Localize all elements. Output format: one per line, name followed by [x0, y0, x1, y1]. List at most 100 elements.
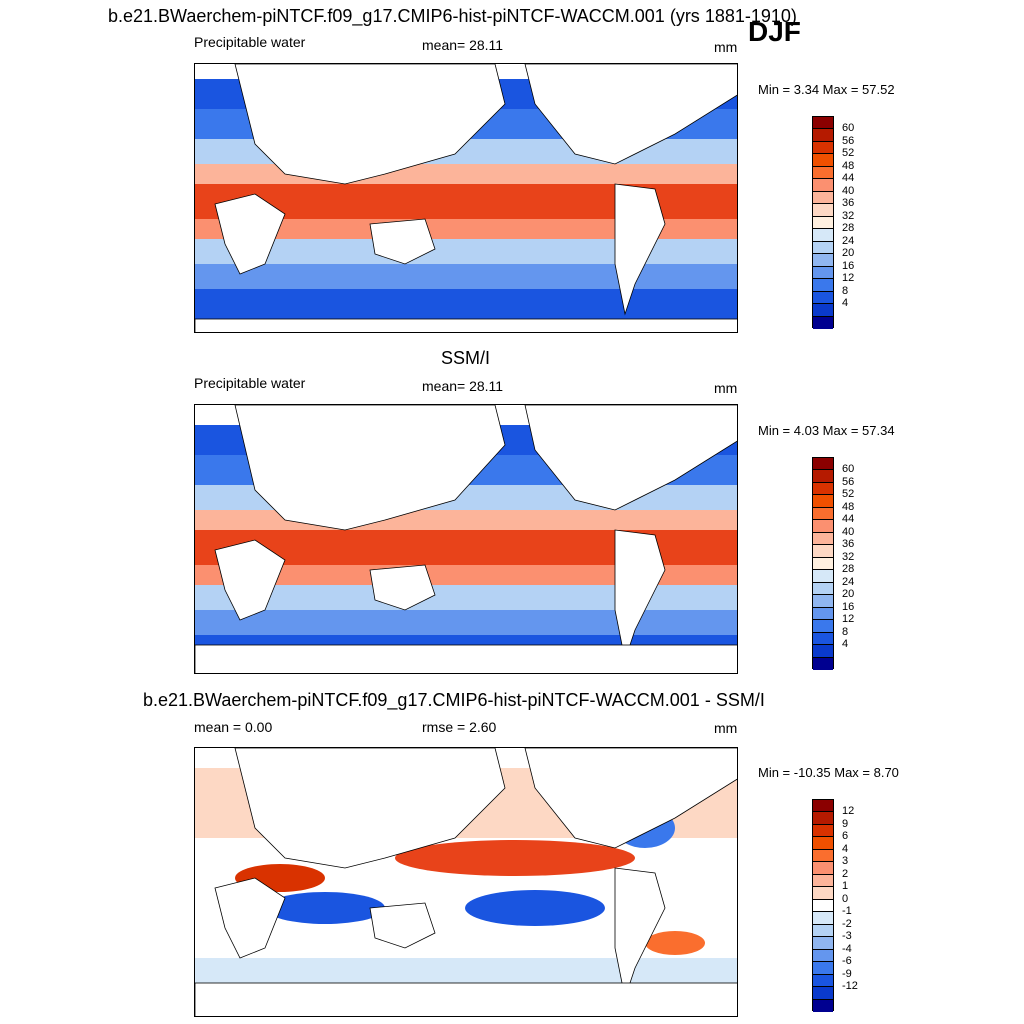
colorbar-swatch: [813, 849, 833, 863]
landmass: [524, 748, 737, 849]
landmass: [214, 539, 286, 621]
anomaly: [645, 931, 705, 955]
colorbar-tick-label: 28: [842, 563, 855, 576]
panel2-colorbar: [812, 457, 834, 670]
panel3-minmax: Min = -10.35 Max = 8.70: [758, 765, 899, 780]
panel1-units-label: mm: [714, 39, 738, 55]
colorbar-tick-label: 9: [842, 817, 849, 830]
panel1-field: [195, 64, 737, 332]
colorbar-tick-label: 48: [842, 159, 855, 172]
colorbar-tick-label: 52: [842, 488, 855, 501]
band: [195, 585, 737, 610]
colorbar-swatch: [813, 837, 833, 850]
band: [195, 219, 737, 239]
colorbar-swatch: [813, 800, 833, 813]
colorbar-tick-label: 16: [842, 600, 855, 613]
landmass: [234, 748, 506, 869]
anomaly: [395, 840, 635, 876]
colorbar-swatch: [813, 924, 833, 938]
landmass: [195, 318, 737, 332]
colorbar-swatch: [813, 824, 833, 838]
colorbar-swatch: [813, 229, 833, 242]
colorbar-swatch: [813, 470, 833, 483]
colorbar-tick-label: 1: [842, 880, 849, 893]
season-label: DJF: [748, 16, 801, 47]
colorbar-tick-label: 40: [842, 525, 855, 538]
landmass: [214, 193, 286, 275]
colorbar-swatch: [813, 204, 833, 217]
colorbar-tick-label: 52: [842, 147, 855, 160]
panel2-mean-label: mean= 28.11: [422, 378, 504, 394]
band: [195, 239, 737, 264]
panel3-units-label: mm: [714, 720, 738, 736]
colorbar-tick-label: 56: [842, 134, 855, 147]
colorbar-swatch: [813, 266, 833, 280]
colorbar-swatch: [813, 129, 833, 142]
colorbar-tick-label: 44: [842, 172, 855, 185]
colorbar-tick-label: 44: [842, 513, 855, 526]
panel3-colorbar: [812, 799, 834, 1012]
panel1-minmax: Min = 3.34 Max = 57.52: [758, 82, 895, 97]
colorbar-tick-label: 32: [842, 550, 855, 563]
colorbar-swatch: [813, 632, 833, 646]
colorbar-swatch: [813, 520, 833, 533]
anomaly: [465, 890, 605, 926]
colorbar-tick-label: 36: [842, 197, 855, 210]
colorbar-swatch: [813, 570, 833, 583]
colorbar-tick-label: -2: [842, 917, 852, 930]
colorbar-tick-label: 20: [842, 588, 855, 601]
band: [195, 635, 737, 645]
colorbar-tick-label: 40: [842, 184, 855, 197]
colorbar-tick-label: -1: [842, 905, 852, 918]
panel2-field: [195, 405, 737, 673]
colorbar-tick-label: -6: [842, 955, 852, 968]
colorbar-swatch: [813, 279, 833, 292]
band: [195, 958, 737, 983]
colorbar-tick-label: 8: [842, 625, 849, 638]
landmass: [195, 982, 737, 1016]
colorbar-swatch: [813, 166, 833, 180]
colorbar-swatch: [813, 595, 833, 608]
landmass: [369, 218, 436, 265]
colorbar-swatch: [813, 495, 833, 508]
colorbar-tick-label: 24: [842, 234, 855, 247]
colorbar-swatch: [813, 291, 833, 305]
colorbar-tick-label: 3: [842, 855, 849, 868]
band: [195, 610, 737, 635]
colorbar-tick-label: 48: [842, 500, 855, 513]
band: [195, 510, 737, 530]
colorbar-swatch: [813, 962, 833, 975]
colorbar-swatch: [813, 191, 833, 205]
colorbar-swatch: [813, 987, 833, 1000]
colorbar-swatch: [813, 899, 833, 913]
panel1-variable-label: Precipitable water: [194, 34, 306, 50]
colorbar-swatch: [813, 545, 833, 558]
panel2-variable-label: Precipitable water: [194, 375, 306, 391]
colorbar-tick-label: 56: [842, 475, 855, 488]
colorbar-swatch: [813, 117, 833, 130]
colorbar-swatch: [813, 304, 833, 317]
landmass: [614, 529, 666, 662]
panel3-field: [195, 748, 737, 1016]
landmass: [614, 183, 666, 316]
colorbar-tick-label: -9: [842, 967, 852, 980]
panel3-mean-label: mean = 0.00: [194, 719, 273, 735]
landmass: [234, 64, 506, 185]
colorbar-tick-label: 60: [842, 122, 855, 135]
colorbar-tick-label: 32: [842, 209, 855, 222]
colorbar-tick-label: 4: [842, 297, 849, 310]
colorbar-tick-label: 60: [842, 463, 855, 476]
panel2-minmax: Min = 4.03 Max = 57.34: [758, 423, 895, 438]
colorbar-swatch: [813, 154, 833, 167]
colorbar-swatch: [813, 862, 833, 875]
panel2-map: [194, 404, 738, 674]
colorbar-tick-label: 36: [842, 538, 855, 551]
colorbar-swatch: [813, 216, 833, 230]
colorbar-tick-label: 0: [842, 892, 849, 905]
landmass: [369, 902, 436, 949]
colorbar-swatch: [813, 912, 833, 925]
panel2-units-label: mm: [714, 380, 738, 396]
colorbar-tick-label: 12: [842, 805, 855, 818]
colorbar-tick-label: 28: [842, 222, 855, 235]
colorbar-tick-label: 12: [842, 613, 855, 626]
